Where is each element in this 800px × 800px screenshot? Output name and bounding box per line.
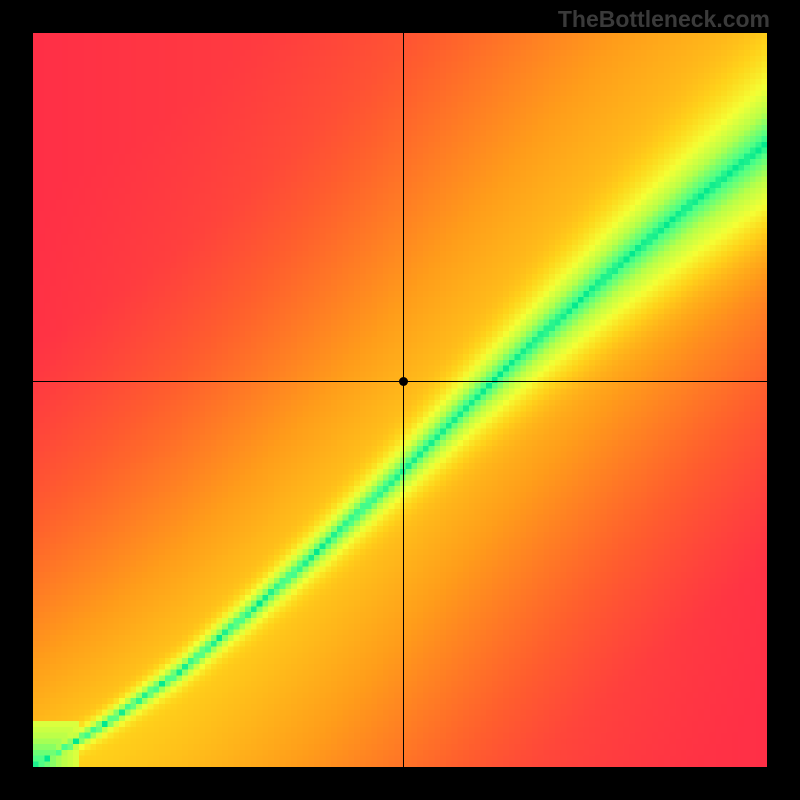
crosshair-vertical-line — [403, 33, 404, 767]
bottleneck-heatmap — [33, 33, 767, 767]
chart-container: TheBottleneck.com — [0, 0, 800, 800]
watermark-text: TheBottleneck.com — [558, 6, 770, 33]
